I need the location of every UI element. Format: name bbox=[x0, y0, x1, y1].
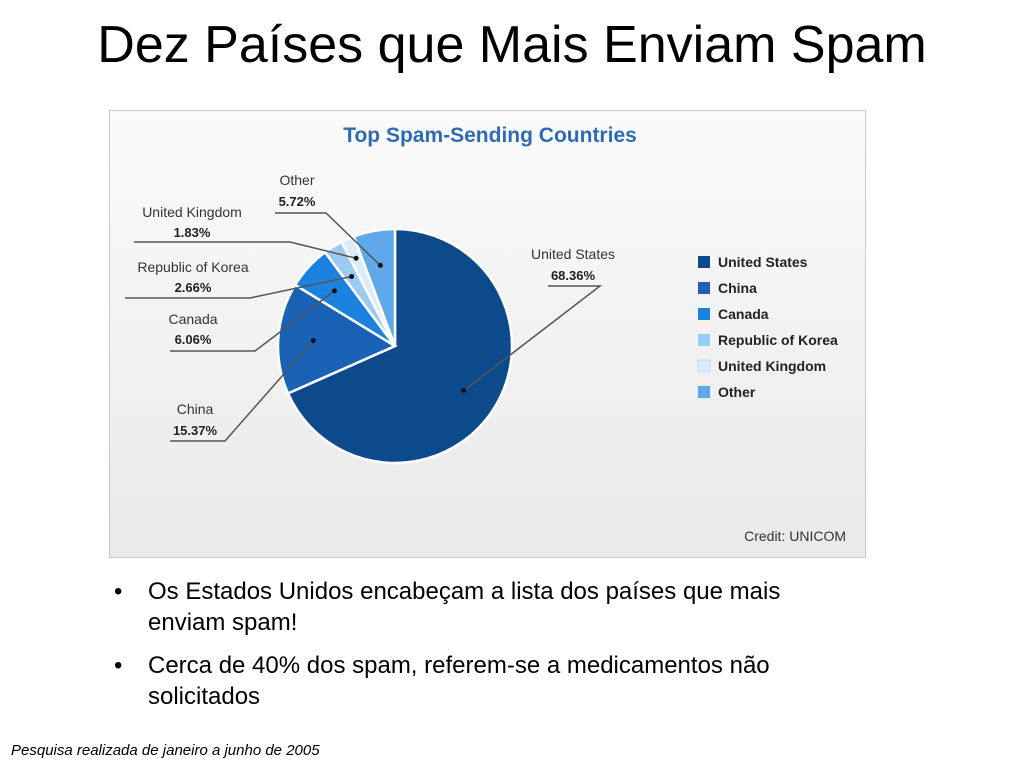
legend-label-other: Other bbox=[718, 384, 756, 400]
legend-label-canada: Canada bbox=[718, 306, 769, 322]
chart-legend: United States China Canada Republic of Kore… bbox=[697, 254, 838, 400]
bullet-item: • Cerca de 40% dos spam, referem-se a me… bbox=[110, 650, 850, 712]
legend-swatch-china bbox=[698, 282, 710, 294]
bullet-list: • Os Estados Unidos encabeçam a lista do… bbox=[110, 576, 850, 724]
legend-label-united-kingdom: United Kingdom bbox=[718, 358, 826, 374]
pie-slices bbox=[276, 227, 514, 465]
bullet-marker: • bbox=[114, 652, 123, 679]
slice-value-other: 5.72% bbox=[279, 194, 316, 209]
slice-label-china: China bbox=[177, 401, 214, 417]
slice-label-united-states: United States bbox=[531, 246, 615, 262]
legend-swatch-united-states bbox=[698, 256, 710, 268]
slice-value-china: 15.37% bbox=[173, 423, 218, 438]
slice-value-united-kingdom: 1.83% bbox=[174, 225, 211, 240]
slice-value-republic-of-korea: 2.66% bbox=[175, 280, 212, 295]
footnote: Pesquisa realizada de janeiro a junho de… bbox=[11, 742, 320, 759]
slice-label-other: Other bbox=[279, 172, 314, 188]
slide-title: Dez Países que Mais Enviam Spam bbox=[97, 16, 927, 74]
bullet-marker: • bbox=[114, 578, 123, 605]
bullet-text: Cerca de 40% dos spam, referem-se a medi… bbox=[148, 652, 770, 710]
chart-credit: Credit: UNICOM bbox=[744, 528, 846, 544]
slice-label-united-kingdom: United Kingdom bbox=[142, 204, 242, 220]
legend-label-china: China bbox=[718, 280, 757, 296]
legend-swatch-other bbox=[698, 386, 710, 398]
leader-line-canada bbox=[170, 290, 335, 352]
leader-line-other bbox=[275, 212, 381, 266]
pie-slice-united-states bbox=[286, 227, 514, 465]
legend-swatch-republic-of-korea bbox=[698, 334, 710, 346]
leader-line-united-kingdom bbox=[134, 241, 357, 260]
pie-slice-other bbox=[352, 227, 397, 347]
bullet-item: • Os Estados Unidos encabeçam a lista do… bbox=[110, 576, 850, 638]
leader-dot-canada bbox=[331, 288, 337, 294]
legend-swatch-canada bbox=[698, 308, 710, 320]
slice-value-canada: 6.06% bbox=[175, 332, 212, 347]
slice-value-united-states: 68.36% bbox=[551, 268, 596, 283]
leader-line-china bbox=[170, 340, 314, 442]
legend-label-republic-of-korea: Republic of Korea bbox=[718, 332, 838, 348]
leader-dot-united-kingdom bbox=[353, 255, 359, 261]
bullet-text: Os Estados Unidos encabeçam a lista dos … bbox=[148, 578, 781, 636]
leader-dot-china bbox=[310, 338, 316, 344]
legend-label-united-states: United States bbox=[718, 254, 808, 270]
leader-line-united-states bbox=[463, 285, 603, 392]
leader-dot-republic-of-korea bbox=[349, 274, 355, 280]
chart-title: Top Spam-Sending Countries bbox=[343, 124, 637, 147]
leader-dot-united-states bbox=[461, 388, 467, 394]
slice-label-canada: Canada bbox=[168, 311, 217, 327]
pie-chart: Top Spam-Sending Countries Credit: UNICO… bbox=[109, 110, 866, 558]
legend-swatch-united-kingdom bbox=[697, 359, 711, 373]
leader-line-republic-of-korea bbox=[125, 275, 352, 299]
slice-label-republic-of-korea: Republic of Korea bbox=[137, 259, 249, 275]
pie-chart-svg: Top Spam-Sending Countries Credit: UNICO… bbox=[125, 124, 846, 544]
leader-dot-other bbox=[377, 262, 383, 268]
